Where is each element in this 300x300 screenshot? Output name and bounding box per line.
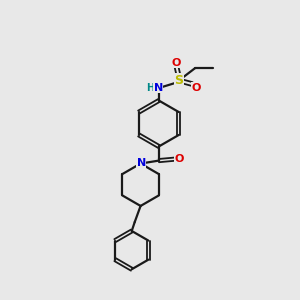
Text: O: O [175, 154, 184, 164]
Text: S: S [174, 74, 183, 87]
Text: N: N [136, 158, 146, 168]
Text: O: O [172, 58, 181, 68]
Text: O: O [192, 83, 201, 93]
Text: H: H [146, 82, 155, 93]
Text: N: N [154, 82, 163, 93]
